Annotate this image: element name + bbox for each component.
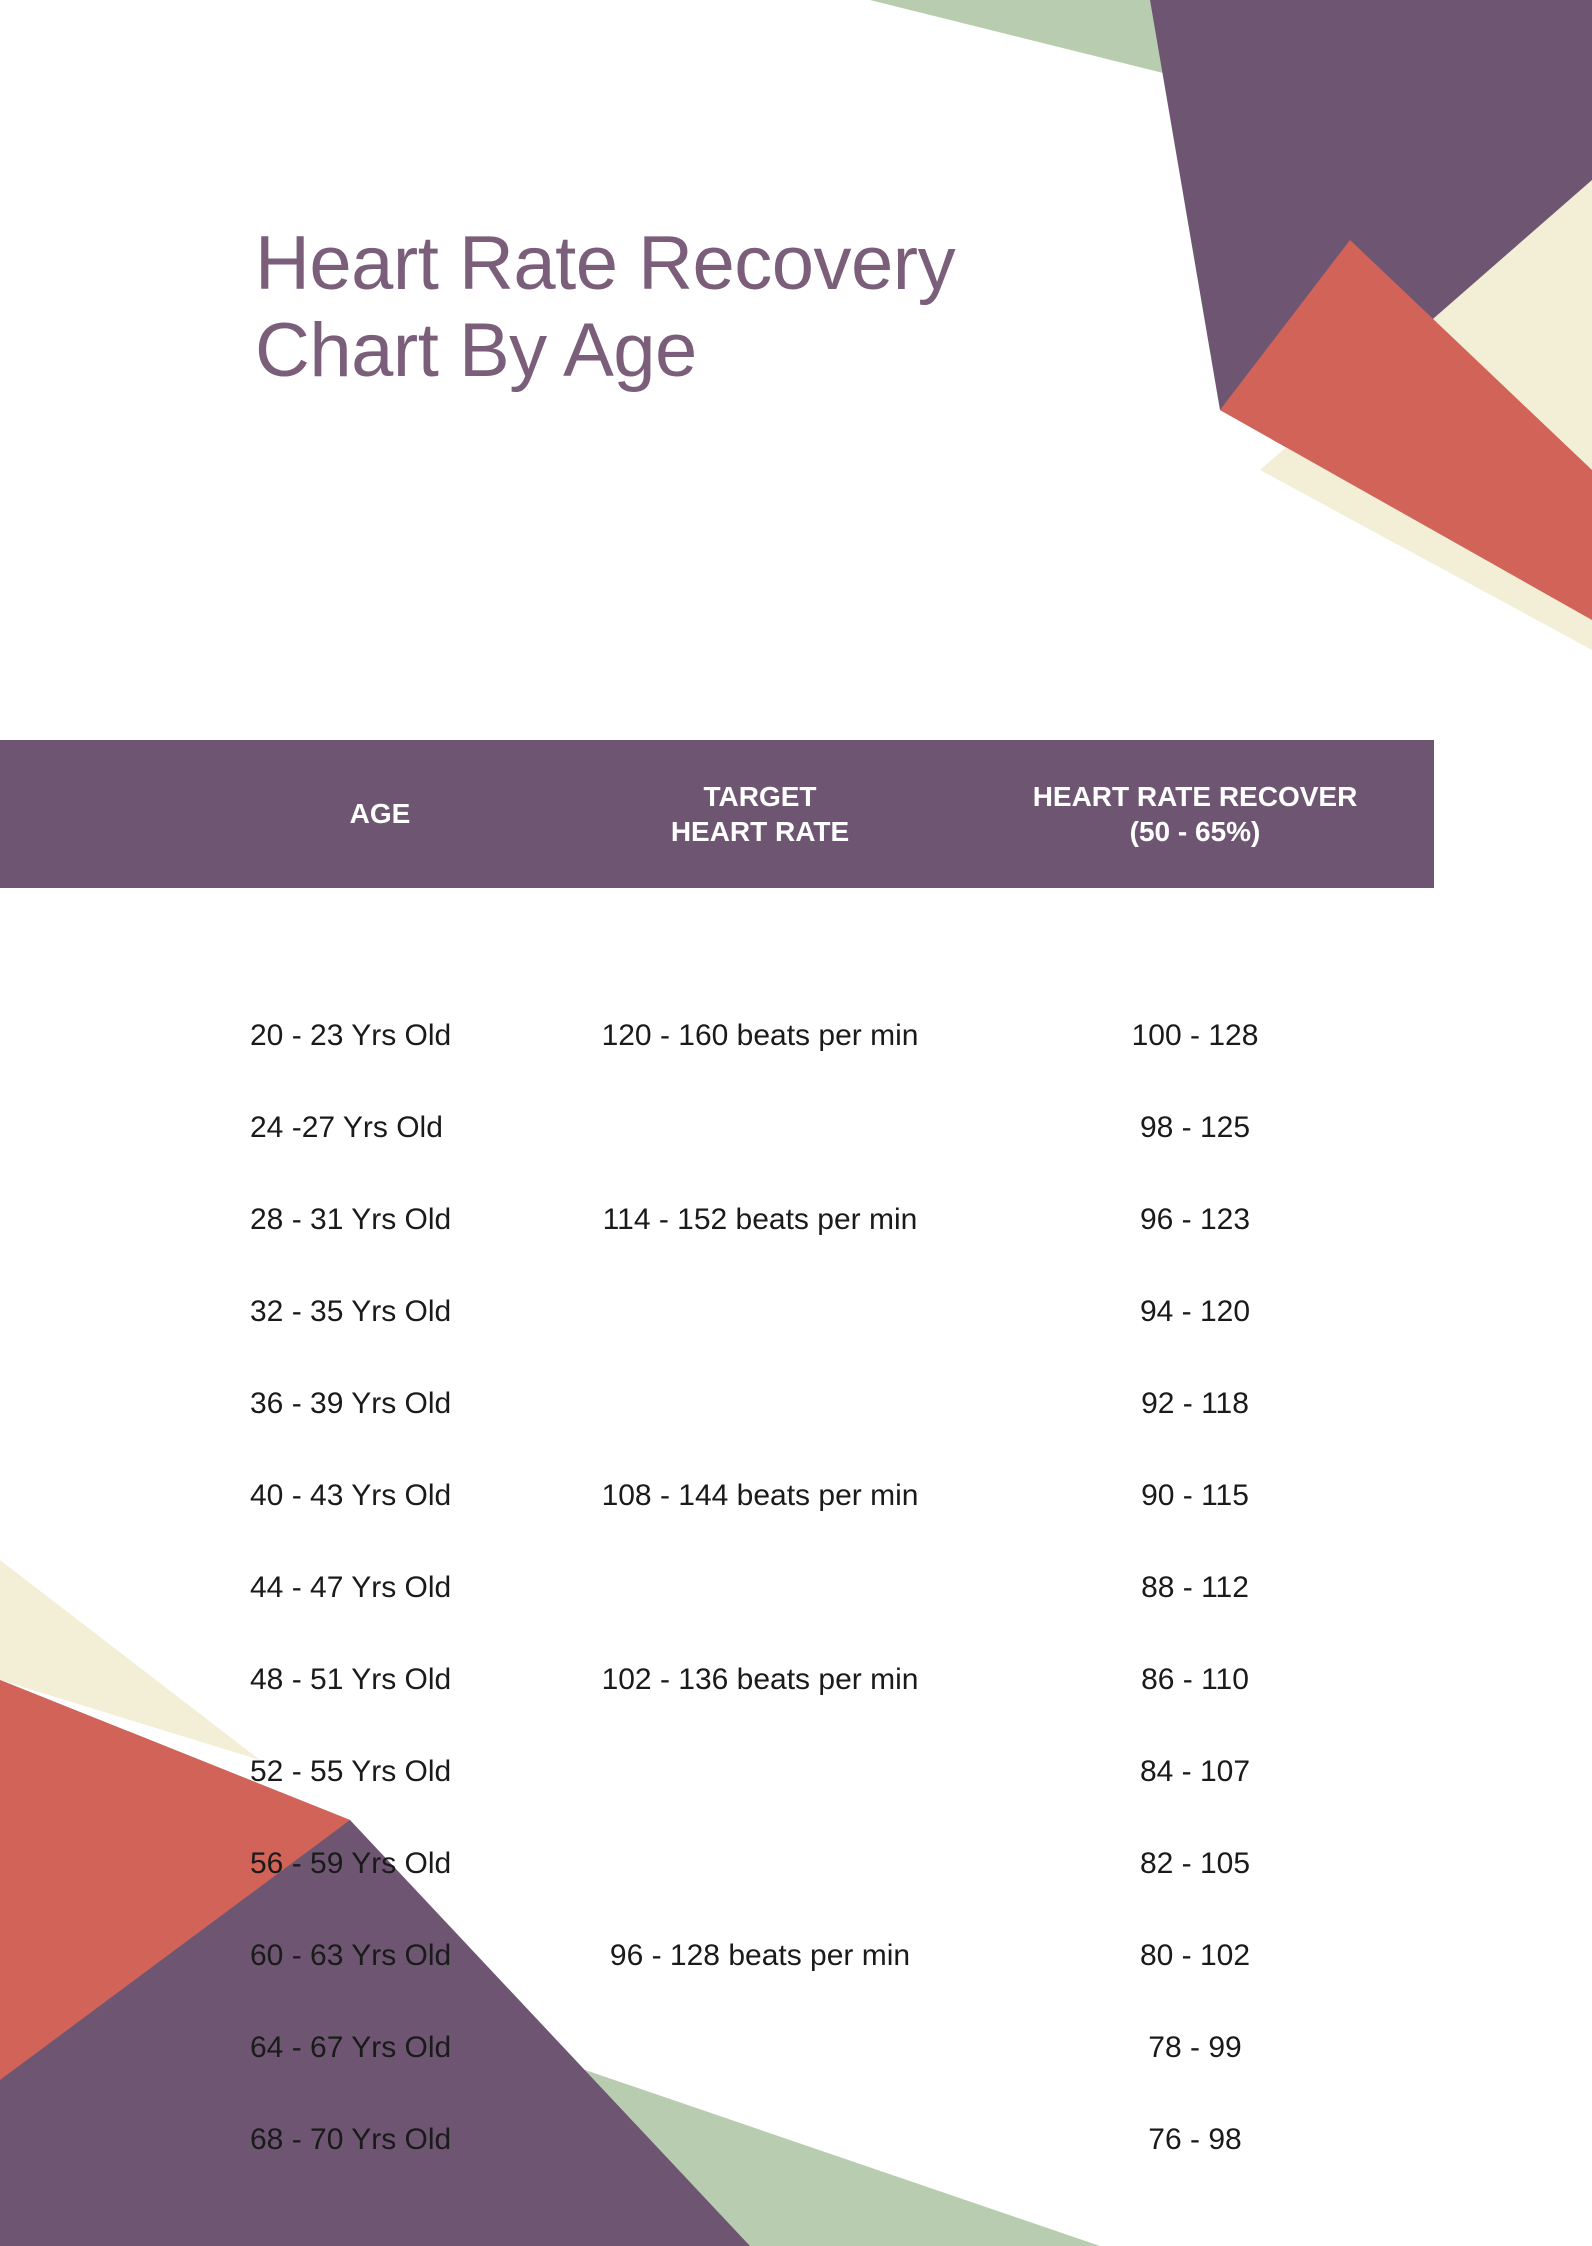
table-row: 20 - 23 Yrs Old120 - 160 beats per min10… bbox=[0, 990, 1434, 1082]
table-body: 20 - 23 Yrs Old120 - 160 beats per min10… bbox=[0, 990, 1434, 2186]
table-row: 64 - 67 Yrs Old 78 - 99 bbox=[0, 2002, 1434, 2094]
cell-target: 108 - 144 beats per min bbox=[560, 1479, 960, 1513]
cell-age: 28 - 31 Yrs Old bbox=[0, 1203, 560, 1237]
cell-age: 52 - 55 Yrs Old bbox=[0, 1755, 560, 1789]
cell-age: 60 - 63 Yrs Old bbox=[0, 1939, 560, 1973]
cell-recover: 76 - 98 bbox=[960, 2123, 1430, 2157]
cell-recover: 90 - 115 bbox=[960, 1479, 1430, 1513]
cell-age: 48 - 51 Yrs Old bbox=[0, 1663, 560, 1697]
cell-recover: 84 - 107 bbox=[960, 1755, 1430, 1789]
title-line-1: Heart Rate Recovery bbox=[255, 221, 955, 306]
cell-target: 120 - 160 beats per min bbox=[560, 1019, 960, 1053]
cell-age: 56 - 59 Yrs Old bbox=[0, 1847, 560, 1881]
table-row: 44 - 47 Yrs Old 88 - 112 bbox=[0, 1542, 1434, 1634]
cell-age: 24 -27 Yrs Old bbox=[0, 1111, 560, 1145]
cell-recover: 98 - 125 bbox=[960, 1111, 1430, 1145]
table-row: 60 - 63 Yrs Old96 - 128 beats per min80 … bbox=[0, 1910, 1434, 2002]
cell-age: 32 - 35 Yrs Old bbox=[0, 1295, 560, 1329]
cell-age: 40 - 43 Yrs Old bbox=[0, 1479, 560, 1513]
title-line-2: Chart By Age bbox=[255, 308, 697, 393]
cell-age: 68 - 70 Yrs Old bbox=[0, 2123, 560, 2157]
cell-age: 44 - 47 Yrs Old bbox=[0, 1571, 560, 1605]
cell-recover: 96 - 123 bbox=[960, 1203, 1430, 1237]
table-row: 52 - 55 Yrs Old 84 - 107 bbox=[0, 1726, 1434, 1818]
table-row: 56 - 59 Yrs Old 82 - 105 bbox=[0, 1818, 1434, 1910]
cell-target: 96 - 128 beats per min bbox=[560, 1939, 960, 1973]
cell-age: 20 - 23 Yrs Old bbox=[0, 1019, 560, 1053]
table-header: AGE TARGET HEART RATE HEART RATE RECOVER… bbox=[0, 740, 1434, 888]
cell-recover: 86 - 110 bbox=[960, 1663, 1430, 1697]
cell-recover: 78 - 99 bbox=[960, 2031, 1430, 2065]
cell-recover: 82 - 105 bbox=[960, 1847, 1430, 1881]
cell-age: 64 - 67 Yrs Old bbox=[0, 2031, 560, 2065]
cell-target: 102 - 136 beats per min bbox=[560, 1663, 960, 1697]
cell-target: 114 - 152 beats per min bbox=[560, 1203, 960, 1237]
header-col-recover: HEART RATE RECOVER (50 - 65%) bbox=[960, 779, 1430, 849]
cell-recover: 88 - 112 bbox=[960, 1571, 1430, 1605]
page-title: Heart Rate Recovery Chart By Age bbox=[255, 220, 955, 395]
cell-age: 36 - 39 Yrs Old bbox=[0, 1387, 560, 1421]
cell-recover: 92 - 118 bbox=[960, 1387, 1430, 1421]
cell-recover: 80 - 102 bbox=[960, 1939, 1430, 1973]
table-row: 24 -27 Yrs Old 98 - 125 bbox=[0, 1082, 1434, 1174]
table-row: 48 - 51 Yrs Old102 - 136 beats per min86… bbox=[0, 1634, 1434, 1726]
table-row: 32 - 35 Yrs Old 94 - 120 bbox=[0, 1266, 1434, 1358]
cell-recover: 100 - 128 bbox=[960, 1019, 1430, 1053]
table-row: 40 - 43 Yrs Old108 - 144 beats per min90… bbox=[0, 1450, 1434, 1542]
table-row: 68 - 70 Yrs Old 76 - 98 bbox=[0, 2094, 1434, 2186]
cell-recover: 94 - 120 bbox=[960, 1295, 1430, 1329]
header-col-target: TARGET HEART RATE bbox=[560, 779, 960, 849]
header-col-age: AGE bbox=[0, 798, 560, 830]
table-row: 28 - 31 Yrs Old114 - 152 beats per min96… bbox=[0, 1174, 1434, 1266]
table-row: 36 - 39 Yrs Old 92 - 118 bbox=[0, 1358, 1434, 1450]
